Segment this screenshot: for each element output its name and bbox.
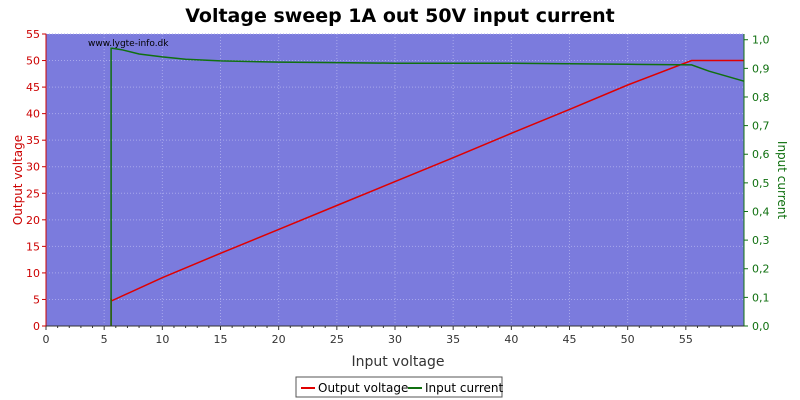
y-left-tick-label: 35 <box>26 134 40 147</box>
grid <box>46 33 744 326</box>
watermark: www.lygte-info.dk <box>88 39 169 49</box>
x-tick-label: 15 <box>214 333 228 346</box>
x-tick-label: 5 <box>101 333 108 346</box>
x-tick-label: 30 <box>388 333 402 346</box>
y-left-tick-label: 45 <box>26 81 40 94</box>
legend-label-input-current: Input current <box>425 381 503 395</box>
y-left-tick-label: 40 <box>26 108 40 121</box>
y-right-tick-label: 0,3 <box>752 234 770 247</box>
x-tick-label: 25 <box>330 333 344 346</box>
y-left-tick-label: 10 <box>26 267 40 280</box>
x-tick-label: 20 <box>272 333 286 346</box>
y-left-tick-label: 15 <box>26 240 40 253</box>
y-right-tick-label: 0,6 <box>752 148 770 161</box>
axes: 0 5 10 15 20 25 30 35 40 45 50 55 0 5 10 15 20 25 30 35 40 45… <box>26 28 770 346</box>
y-right-tick-label: 0,1 <box>752 291 770 304</box>
y-right-tick-label: 0,8 <box>752 91 770 104</box>
x-axis-label: Input voltage <box>351 354 444 370</box>
legend: Output voltage Input current <box>295 376 503 398</box>
y-right-tick-label: 1,0 <box>752 34 770 47</box>
x-tick-label: 10 <box>155 333 169 346</box>
y-right-tick-label: 0,2 <box>752 263 770 276</box>
legend-box <box>295 376 503 398</box>
y-left-tick-label: 50 <box>26 55 40 68</box>
y-right-tick-label: 0,7 <box>752 120 770 133</box>
y-left-tick-label: 20 <box>26 214 40 227</box>
y-right-tick-label: 0,4 <box>752 205 770 218</box>
x-tick-label: 50 <box>621 333 635 346</box>
x-tick-label: 40 <box>504 333 518 346</box>
y-left-tick-label: 0 <box>33 320 40 333</box>
right-axis-label: Input current <box>775 141 789 219</box>
chart-title: Voltage sweep 1A out 50V input current <box>185 5 615 27</box>
y-left-tick-label: 55 <box>26 28 40 41</box>
y-left-tick-label: 25 <box>26 187 40 200</box>
y-left-tick-label: 5 <box>33 293 40 306</box>
x-tick-label: 45 <box>563 333 577 346</box>
legend-label-output-voltage: Output voltage <box>318 381 408 395</box>
y-right-tick-label: 0,9 <box>752 62 770 75</box>
y-right-tick-label: 0,5 <box>752 177 770 190</box>
series-line-input-current <box>110 47 745 326</box>
x-tick-label: 0 <box>43 333 50 346</box>
x-tick-label: 35 <box>446 333 460 346</box>
series-layer <box>110 47 745 326</box>
x-tick-label: 55 <box>679 333 693 346</box>
y-left-tick-label: 30 <box>26 161 40 174</box>
left-axis-label: Output voltage <box>11 135 25 225</box>
y-right-tick-label: 0,0 <box>752 320 770 333</box>
